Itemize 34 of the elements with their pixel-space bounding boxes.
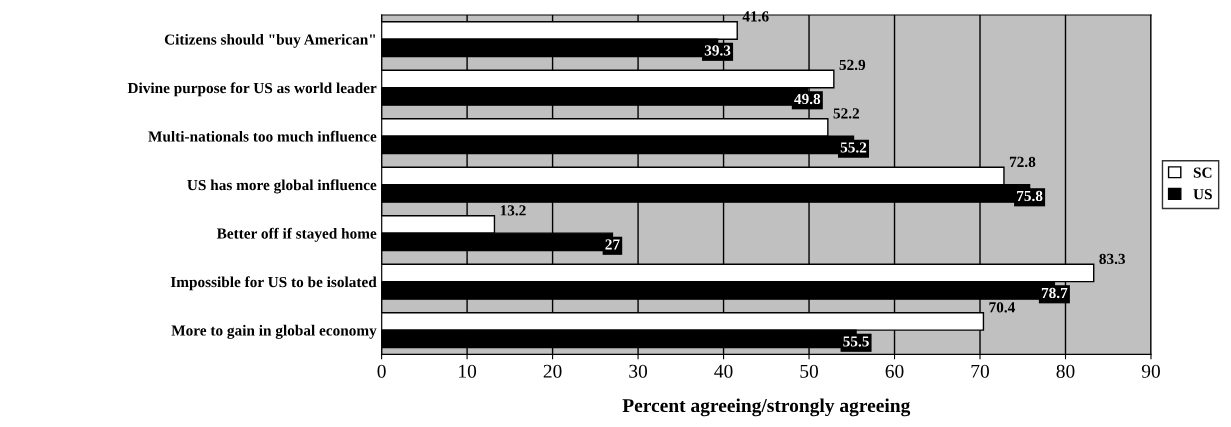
x-tick-label: 70 [971,364,989,378]
data-label: 39.3 [704,45,731,56]
legend-label: SC [1193,167,1212,178]
data-label: 52.2 [833,108,860,119]
data-label: 75.8 [1017,190,1043,202]
data-label: 49.8 [794,93,821,105]
data-label: 55.2 [840,142,867,153]
x-tick-label: 60 [885,364,904,378]
y-tick-label: Better off if stayed home [216,227,377,242]
data-label: 27 [605,239,620,250]
y-tick-label: Divine purpose for US as world leader [127,82,377,97]
data-label: 41.6 [742,11,769,22]
data-label: 78.7 [1041,287,1068,299]
y-tick-label: More to gain in global economy [171,324,377,339]
x-tick-label: 30 [629,364,648,378]
data-label: 70.4 [989,302,1016,313]
y-tick-label: Impossible for US to be isolated [170,276,377,291]
data-label: 13.2 [500,205,526,216]
legend-label: US [1193,189,1212,200]
data-label: 55.5 [843,336,869,347]
x-tick-label: 50 [800,364,819,378]
y-tick-label: Multi-nationals too much influence [148,130,377,142]
data-label: 72.8 [1009,156,1036,168]
x-tick-label: 0 [377,364,386,378]
x-tick-label: 80 [1056,364,1075,378]
x-tick-label: 10 [459,364,477,378]
y-tick-label: Citizens should "buy American" [164,33,376,48]
data-label: 83.3 [1099,253,1126,265]
x-tick-label: 40 [714,364,733,378]
x-tick-label: 20 [543,364,562,378]
x-axis-title: Percent agreeing/strongly agreeing [622,398,911,417]
x-tick-label: 90 [1141,364,1160,378]
data-label: 52.9 [839,59,866,71]
y-tick-label: US has more global influence [187,179,377,194]
